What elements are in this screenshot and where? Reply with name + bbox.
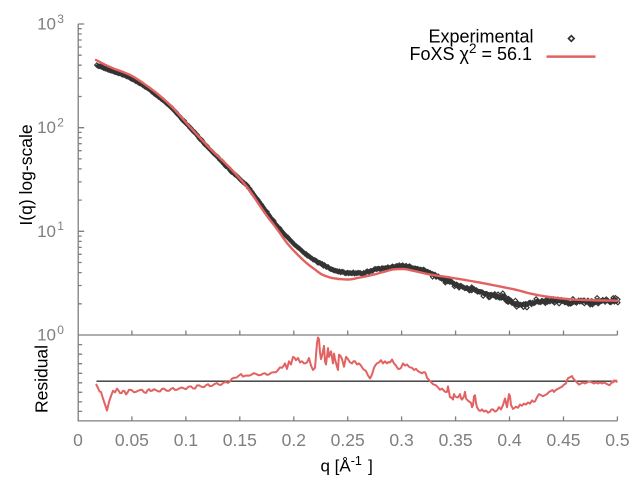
svg-text:10: 10 — [37, 15, 56, 34]
svg-text:0: 0 — [73, 430, 83, 450]
svg-text:0.15: 0.15 — [223, 430, 257, 450]
svg-text:2: 2 — [57, 116, 64, 130]
svg-text:3: 3 — [57, 12, 64, 26]
svg-text:0.45: 0.45 — [546, 430, 580, 450]
svg-text:Experimental: Experimental — [428, 27, 533, 47]
svg-text:0.05: 0.05 — [115, 430, 149, 450]
svg-text:I(q) log-scale: I(q) log-scale — [16, 124, 36, 225]
svg-text:FoXS χ2 = 56.1: FoXS χ2 = 56.1 — [409, 41, 532, 64]
svg-text:0: 0 — [57, 323, 64, 337]
svg-text:0.5: 0.5 — [605, 430, 629, 450]
svg-text:0.3: 0.3 — [389, 430, 413, 450]
svg-text:Residual: Residual — [32, 345, 52, 413]
svg-text:10: 10 — [37, 326, 56, 345]
svg-text:0.1: 0.1 — [174, 430, 198, 450]
svg-text:0.4: 0.4 — [497, 430, 522, 450]
svg-text:1: 1 — [57, 219, 64, 233]
svg-text:0.35: 0.35 — [439, 430, 473, 450]
svg-text:10: 10 — [37, 222, 56, 241]
svg-text:q [Å-1 ]: q [Å-1 ] — [321, 454, 373, 476]
svg-text:0.2: 0.2 — [282, 430, 306, 450]
svg-text:10: 10 — [37, 118, 56, 137]
svg-text:0.25: 0.25 — [331, 430, 365, 450]
